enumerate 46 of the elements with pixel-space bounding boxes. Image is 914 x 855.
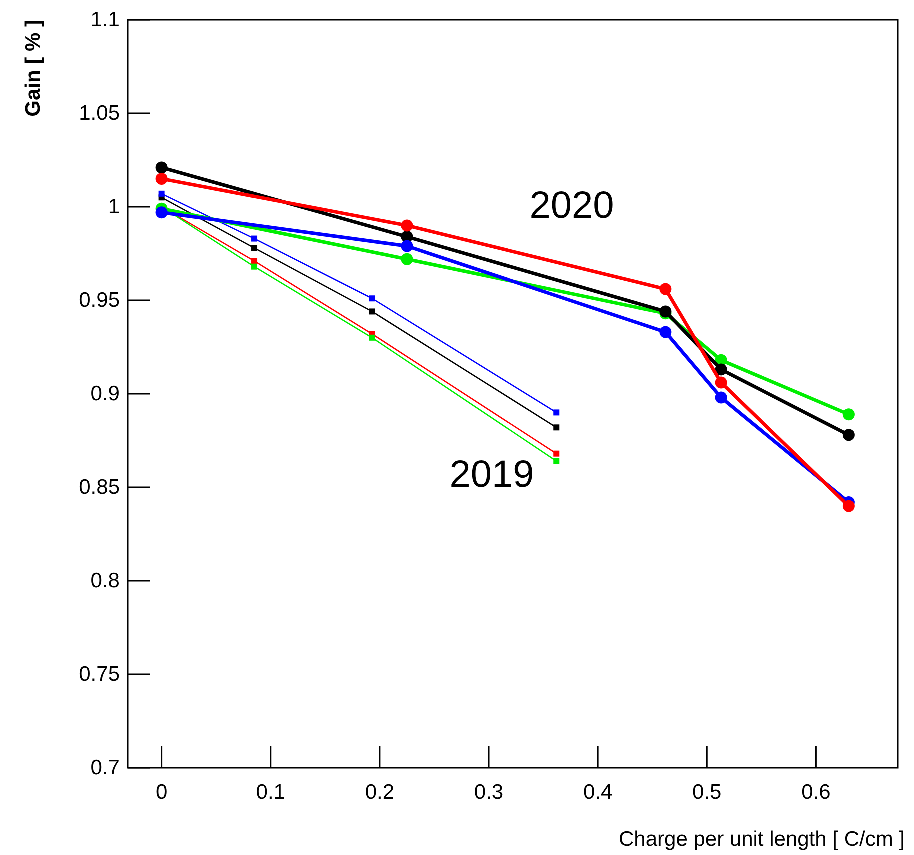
point [401,253,414,266]
x-tick-label: 0 [156,781,168,804]
point [554,450,560,457]
point [369,308,376,315]
point [156,206,168,219]
point [252,236,258,242]
point [842,500,855,512]
point [715,376,728,389]
y-tick-label: 0.85 [79,476,120,500]
annotation: 2019 [450,454,534,496]
annotation: 2020 [530,185,614,227]
x-tick-label: 0.5 [692,781,722,804]
point [252,258,258,264]
x-axis-title: Charge per unit length [ C/cm ] [619,828,905,851]
point [401,240,414,252]
point [660,283,672,296]
point [156,172,168,185]
point [252,264,258,270]
point [369,334,376,341]
point [554,410,560,416]
y-tick-label: 1.1 [90,8,120,32]
point [554,458,560,464]
point [156,162,168,174]
x-tick-label: 0.3 [474,781,504,804]
point [554,424,560,431]
y-tick-label: 1 [108,196,120,219]
point [369,296,376,302]
point [842,429,855,442]
point [401,220,414,232]
point [252,245,258,252]
y-tick-label: 0.9 [90,382,120,406]
y-tick-label: 0.95 [79,289,120,312]
point [715,364,728,376]
y-tick-label: 0.8 [90,570,120,593]
point [660,326,672,338]
y-tick-label: 0.75 [79,663,120,686]
x-tick-label: 0.6 [802,781,831,804]
point [842,408,855,421]
point [158,190,165,197]
y-tick-label: 1.05 [79,102,120,126]
y-axis-title: Gain [ % ] [22,20,45,117]
x-tick-label: 0.1 [256,781,286,804]
point [715,392,728,404]
y-tick-label: 0.7 [90,756,120,780]
x-tick-label: 0.4 [583,781,613,804]
x-tick-label: 0.2 [365,781,395,804]
